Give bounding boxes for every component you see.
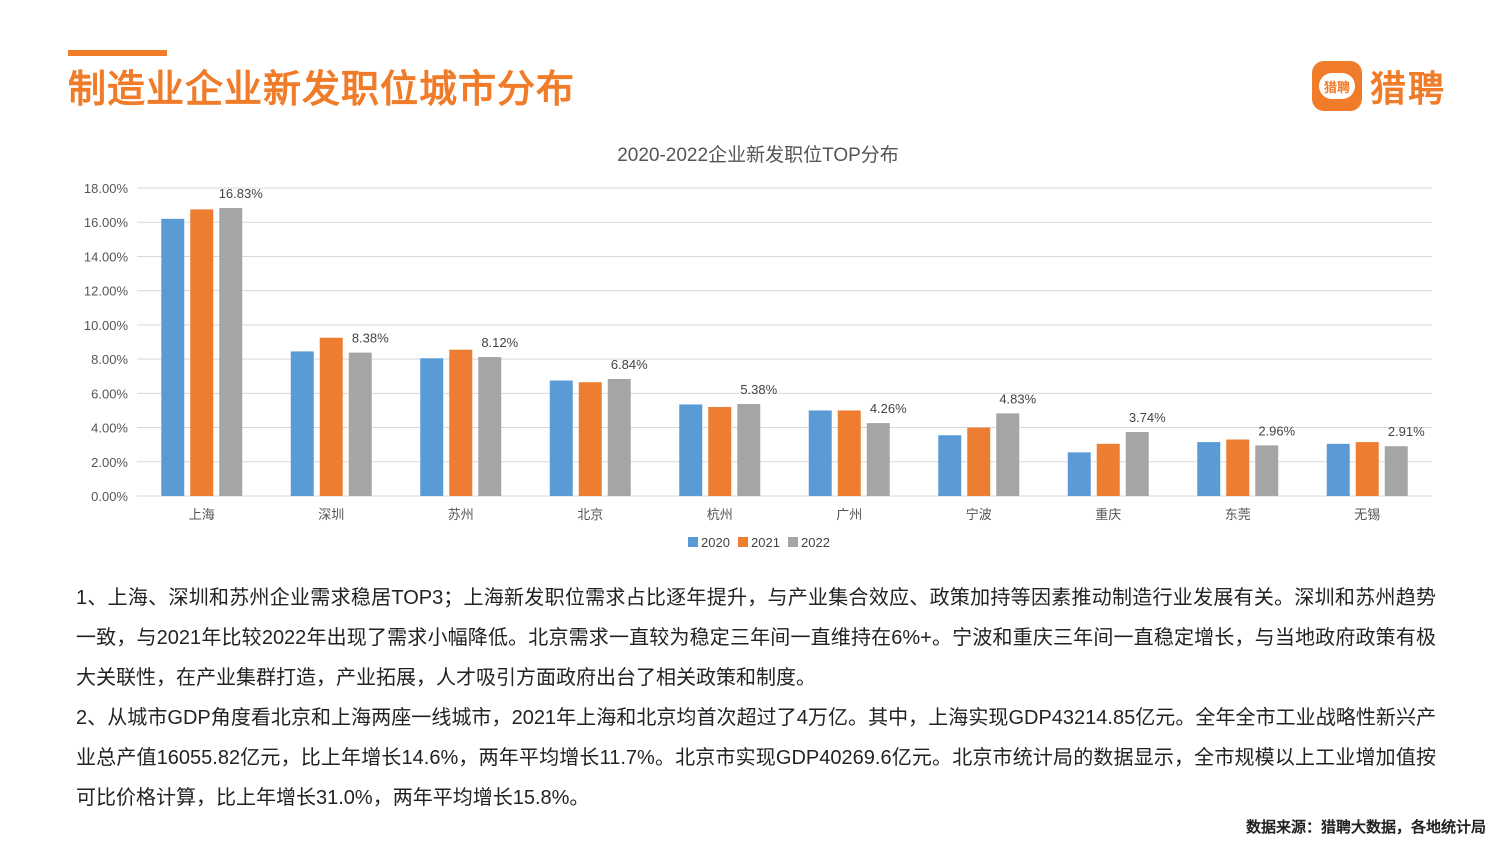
bar-2021-1 [319,337,343,496]
bar-2021-9 [1355,442,1379,496]
bar-2020-0 [161,218,185,497]
data-source: 数据来源：猎聘大数据，各地统计局 [1245,818,1486,836]
legend-swatch-2021 [738,537,748,547]
y-tick-label: 4.00% [91,421,128,436]
label-layer: 16.83% 上海 8.38% 深圳 8.12% 苏州 6.84% 北京 5.38% 杭州 4.26… [189,186,1425,522]
y-tick-label: 2.00% [91,455,128,470]
paragraph-2: 2、从城市GDP角度看北京和上海两座一线城市，2021年上海和北京均首次超过了4… [76,707,1436,809]
bar-2020-1 [290,351,314,496]
x-category-label: 重庆 [1095,507,1121,522]
x-category-label: 上海 [189,507,215,522]
bar-2022-0 [219,208,243,496]
bar-2020-7 [1067,452,1091,496]
bar-2020-4 [679,404,703,496]
bar-2020-6 [938,435,962,496]
bar-2022-5 [866,423,890,496]
bar-2020-9 [1326,443,1350,496]
chart-title: 2020-2022企业新发职位TOP分布 [617,144,899,166]
bar-2022-4 [737,403,761,496]
data-label: 2.91% [1388,424,1425,439]
bar-2022-8 [1255,445,1279,496]
legend-label-2022: 2022 [801,535,830,550]
paragraph-1: 1、上海、深圳和苏州企业需求稳居TOP3；上海新发职位需求占比逐年提升，与产业集… [76,587,1436,689]
x-category-label: 无锡 [1354,507,1380,522]
bar-2022-9 [1384,446,1408,496]
bar-layer [161,208,1408,497]
bar-2021-6 [967,427,991,496]
y-tick-label: 8.00% [91,352,128,367]
page-title: 制造业企业新发职位城市分布 [68,69,576,111]
bar-2021-5 [837,410,861,496]
bar-2020-3 [549,380,573,496]
data-label: 5.38% [740,382,777,397]
data-label: 4.26% [870,401,907,416]
bar-2022-1 [348,352,372,496]
legend-label-2020: 2020 [701,535,730,550]
title-accent-bar [68,50,167,56]
y-tick-label: 14.00% [84,249,129,264]
x-category-label: 广州 [836,507,862,522]
bar-2021-7 [1096,443,1120,496]
y-tick-label: 12.00% [84,284,129,299]
bar-chart: 2020-2022企业新发职位TOP分布 0.00% 2.00% 4.00% 6.00… [84,144,1432,550]
y-tick-label: 16.00% [84,215,129,230]
bar-2022-6 [996,413,1020,496]
bar-2022-2 [478,357,502,496]
data-label: 8.12% [481,335,518,350]
brand-logo: 猎聘 猎聘 [1312,60,1446,112]
y-tick-label: 0.00% [91,489,128,504]
x-category-label: 苏州 [448,507,474,522]
bar-2020-2 [420,358,444,496]
logo-bubble: 猎聘 [1319,73,1355,99]
legend-swatch-2022 [788,537,798,547]
x-category-label: 杭州 [707,507,733,522]
y-tick-label: 6.00% [91,386,128,401]
logo-icon: 猎聘 [1312,61,1362,111]
bar-2021-3 [578,382,602,496]
x-category-label: 北京 [577,507,603,522]
x-category-label: 宁波 [966,507,992,522]
x-category-label: 深圳 [318,507,344,522]
y-tick-label: 18.00% [84,181,129,196]
data-label: 4.83% [999,391,1036,406]
logo-text: 猎聘 [1370,68,1447,109]
bar-2022-7 [1125,432,1149,496]
data-label: 16.83% [219,186,264,201]
bar-2021-8 [1226,439,1250,496]
data-label: 3.74% [1129,410,1166,425]
grid-layer: 0.00% 2.00% 4.00% 6.00% 8.00% 10.00% 12.00% 14.… [84,181,1432,504]
legend-label-2021: 2021 [751,535,780,550]
bar-2020-8 [1197,442,1221,496]
y-tick-label: 10.00% [84,318,129,333]
bar-2022-3 [607,378,631,496]
bar-2021-2 [449,349,473,496]
legend: 2020 2021 2022 [688,535,830,550]
data-label: 8.38% [352,331,389,346]
bar-2020-5 [808,410,832,496]
analysis-text: 1、上海、深圳和苏州企业需求稳居TOP3；上海新发职位需求占比逐年提升，与产业集… [76,578,1436,818]
data-label: 2.96% [1258,423,1295,438]
x-category-label: 东莞 [1225,507,1251,522]
data-label: 6.84% [611,357,648,372]
legend-swatch-2020 [688,537,698,547]
bar-2021-0 [190,209,214,496]
bar-2021-4 [708,407,732,496]
